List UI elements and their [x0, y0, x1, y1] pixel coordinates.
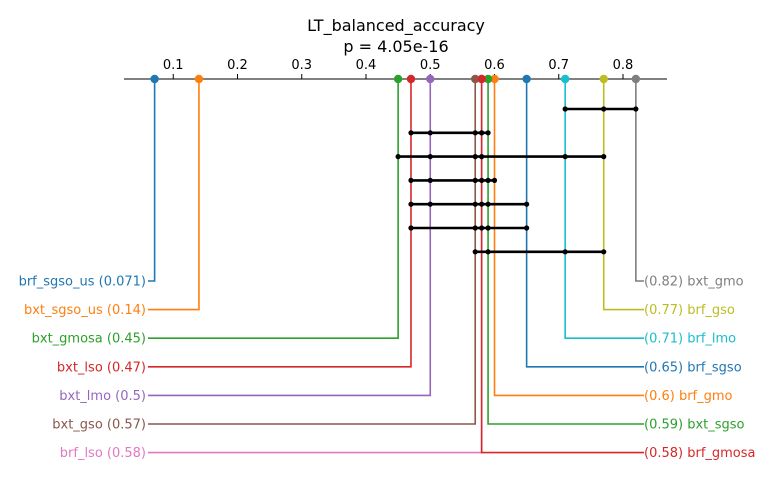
marker-brf_sgso	[522, 74, 531, 84]
chart-subtitle: p = 4.05e-16	[343, 37, 448, 56]
axis-tick-label: 0.2	[227, 58, 248, 73]
clique-point	[485, 130, 491, 136]
clique-point	[427, 130, 433, 136]
clique-point	[562, 154, 568, 160]
clique-point	[485, 201, 491, 207]
clique-point	[485, 225, 491, 231]
marker-brf_sgso_us	[150, 74, 159, 84]
label-brf_sgso_us: brf_sgso_us (0.071)	[19, 275, 146, 290]
method-labels: brf_sgso_us (0.071) bxt_sgso_us (0.14) bxt…	[19, 275, 756, 462]
clique-point	[408, 130, 414, 136]
clique-point	[479, 225, 485, 231]
marker-bxt_gmo	[631, 74, 641, 84]
connector-brf_sgso_us	[148, 79, 156, 282]
label-bxt_lmo: bxt_lmo (0.5)	[59, 389, 146, 404]
label-brf_sgso: (0.65) brf_sgso	[644, 360, 742, 375]
label-brf_gso: (0.77) brf_gso	[644, 303, 735, 318]
clique-point	[524, 201, 530, 207]
clique-point	[562, 249, 568, 255]
label-brf_gmo: (0.6) brf_gmo	[644, 389, 733, 404]
label-bxt_sgso: (0.59) bxt_sgso	[644, 418, 745, 433]
label-brf_lso: brf_lso (0.58)	[60, 446, 146, 461]
marker-bxt_sgso_us	[194, 74, 204, 84]
marker-bxt_sgso	[483, 74, 493, 84]
clique-point	[427, 154, 433, 160]
connector-brf_gmosa	[480, 79, 644, 454]
marker-bxt_lso	[406, 74, 416, 84]
marker-bxt_lmo	[426, 74, 435, 84]
clique-point	[472, 225, 478, 231]
connector-bxt_sgso_us	[148, 79, 200, 311]
clique-point	[427, 177, 433, 183]
clique-point	[491, 177, 498, 183]
marker-brf_gso	[599, 74, 608, 84]
label-bxt_lso: bxt_lso (0.47)	[57, 360, 146, 375]
marker-bxt_gso	[471, 74, 480, 84]
clique-point	[408, 177, 414, 183]
label-brf_gmosa: (0.58) brf_gmosa	[644, 446, 756, 461]
marker-brf_lmo	[560, 74, 570, 84]
label-bxt_gmosa: bxt_gmosa (0.45)	[32, 332, 146, 347]
marker-brf_gmosa	[477, 74, 486, 84]
clique-point	[408, 225, 414, 231]
connector-bxt_gmosa	[148, 79, 399, 339]
connector-brf_gso	[602, 79, 644, 311]
clique-point	[562, 106, 568, 112]
clique-point	[479, 177, 485, 183]
axis-tick-label: 0.3	[291, 58, 312, 73]
connector-brf_gmo	[493, 79, 644, 397]
clique-point	[479, 201, 485, 207]
axis-markers	[150, 74, 641, 84]
connector-bxt_gso	[148, 79, 477, 425]
cliques	[395, 106, 639, 255]
axis-tick-label: 0.4	[356, 58, 377, 73]
clique-point	[408, 201, 414, 207]
connector-bxt_gmo	[635, 79, 644, 282]
clique-point	[479, 154, 485, 160]
axis-ticks: 0.1 0.2 0.3 0.4 0.5 0.6 0.7 0.8	[163, 58, 633, 79]
label-bxt_gmo: (0.82) bxt_gmo	[644, 275, 744, 290]
label-brf_lmo: (0.71) brf_lmo	[644, 332, 736, 347]
chart-title: LT_balanced_accuracy	[307, 16, 485, 36]
clique-point	[524, 225, 530, 231]
connector-bxt_lso	[148, 79, 412, 368]
clique-point	[601, 154, 607, 160]
marker-bxt_gmosa	[393, 74, 403, 84]
clique-point	[601, 249, 607, 255]
axis-tick-label: 0.7	[548, 58, 569, 73]
axis-tick-label: 0.5	[420, 58, 441, 73]
clique-point	[479, 130, 485, 136]
connector-brf_lso	[148, 79, 483, 454]
axis-tick-label: 0.1	[163, 58, 184, 73]
connector-bxt_lmo	[148, 79, 432, 397]
clique-point	[395, 154, 401, 160]
clique-point	[485, 249, 491, 255]
marker-brf_gmo	[490, 74, 499, 84]
axis-tick-label: 0.6	[484, 58, 505, 73]
connector-bxt_sgso	[487, 79, 644, 425]
clique-point	[472, 130, 478, 136]
clique-point	[472, 249, 478, 255]
label-bxt_gso: bxt_gso (0.57)	[52, 418, 146, 433]
axis-tick-label: 0.8	[613, 58, 634, 73]
connector-brf_sgso	[525, 79, 644, 368]
clique-point	[472, 154, 478, 160]
clique-point	[427, 201, 433, 207]
clique-point	[472, 177, 478, 183]
clique-point	[485, 177, 491, 183]
label-bxt_sgso_us: bxt_sgso_us (0.14)	[24, 303, 146, 318]
clique-point	[472, 201, 478, 207]
connector-brf_lmo	[564, 79, 644, 339]
clique-point	[633, 106, 639, 112]
clique-point	[601, 106, 607, 112]
method-connectors	[148, 79, 644, 454]
